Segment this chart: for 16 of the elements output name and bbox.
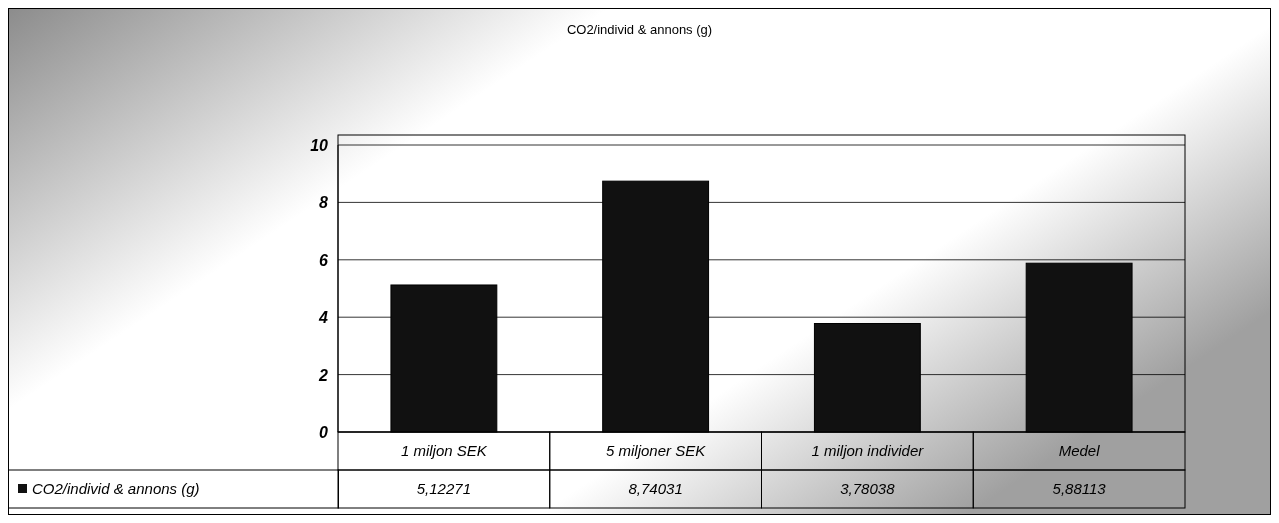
x-tick-label: 1 miljon individer (811, 442, 925, 459)
x-tick-label: Medel (1058, 442, 1101, 459)
legend-label: CO2/individ & annons (g) (32, 480, 200, 497)
y-tick-label: 6 (319, 251, 329, 269)
x-tick-label: 5 miljoner SEK (606, 442, 707, 459)
y-tick-label: 4 (318, 309, 329, 327)
y-tick-label: 0 (319, 424, 329, 441)
data-label: 5,12271 (416, 480, 471, 497)
data-label: 8,74031 (628, 480, 683, 497)
y-tick-label: 10 (310, 137, 329, 154)
data-label: 3,78038 (840, 480, 896, 497)
chart-title: CO2/individ & annons (g) (566, 22, 713, 37)
data-label: 5,88113 (1052, 480, 1107, 497)
x-tick-label: 1 miljon SEK (400, 442, 488, 459)
y-tick-label: 8 (319, 194, 329, 212)
y-tick-label: 2 (318, 366, 329, 384)
